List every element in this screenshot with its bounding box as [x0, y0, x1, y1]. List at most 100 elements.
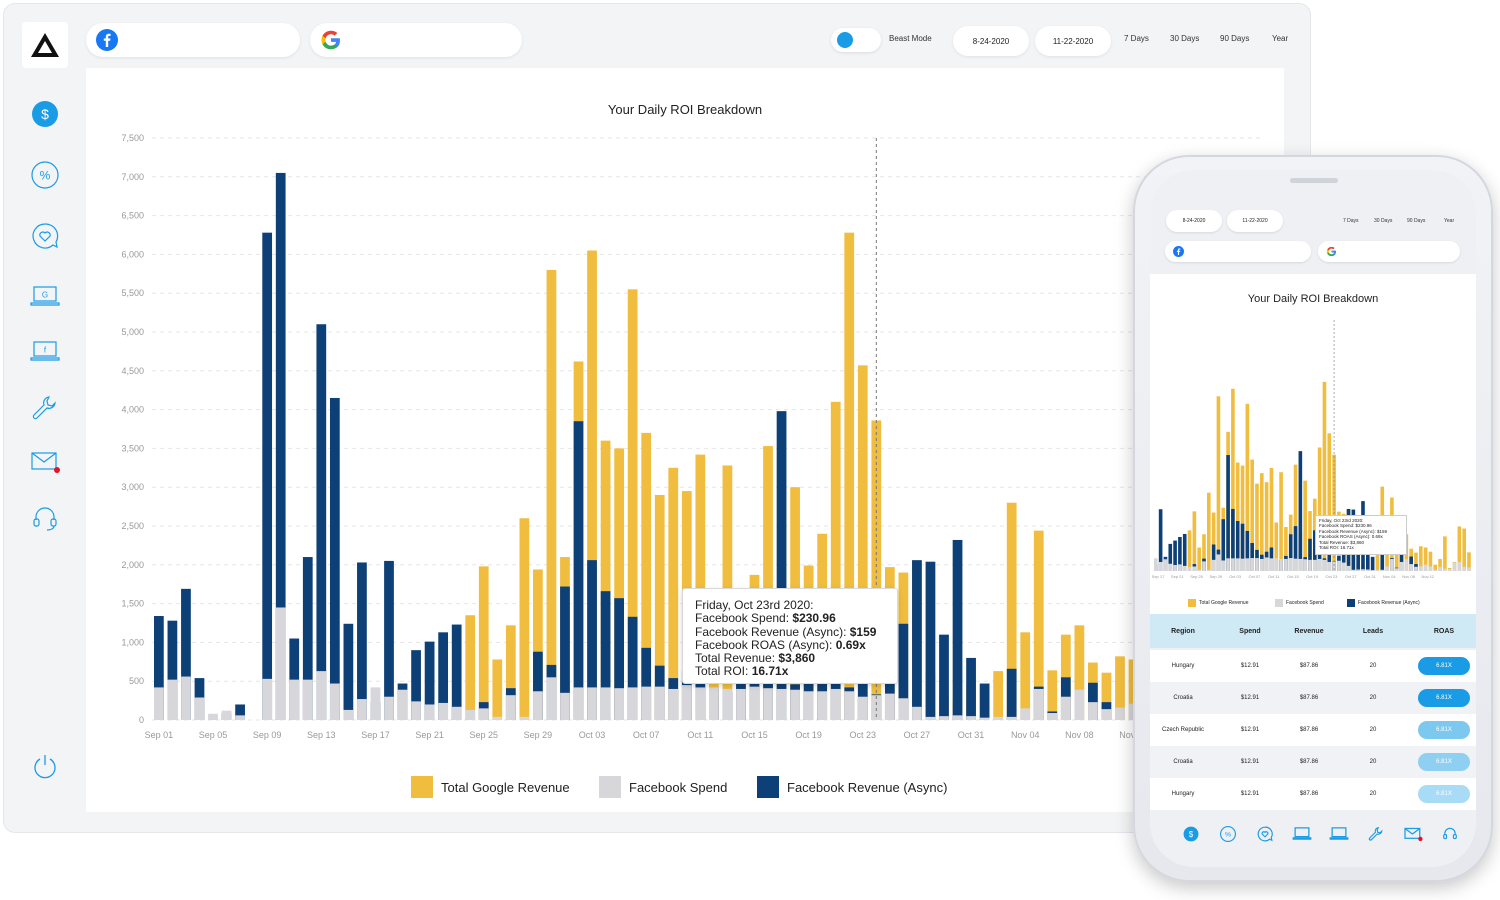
roas-cell: 6.81X: [1412, 721, 1476, 739]
facebook-spend-bar: [194, 697, 205, 720]
google-revenue-bar: [519, 518, 530, 720]
google-revenue-bar: [763, 446, 773, 720]
mobile-start-date[interactable]: 8-24-2020: [1166, 210, 1222, 232]
col-roas[interactable]: ROAS: [1433, 627, 1455, 635]
range-7-days[interactable]: 7 Days: [1124, 34, 1149, 43]
mobile-range-7[interactable]: 7 Days: [1343, 218, 1359, 224]
sidebar-item-messages[interactable]: [22, 442, 68, 482]
m-nav-engagement[interactable]: [1246, 826, 1283, 842]
end-date-picker[interactable]: 11-22-2020: [1035, 26, 1111, 56]
m-x-tick-label: Oct 15: [1287, 574, 1300, 579]
range-90-days[interactable]: 90 Days: [1220, 34, 1250, 43]
m-facebook-spend-bar: [1438, 567, 1442, 571]
sidebar-item-tools[interactable]: [22, 388, 68, 428]
sidebar-item-facebook[interactable]: f: [22, 331, 68, 371]
facebook-spend-bar: [208, 713, 218, 720]
roas-badge[interactable]: 6.81X: [1418, 785, 1470, 803]
roas-badge[interactable]: 6.81X: [1418, 689, 1470, 707]
google-revenue-bar: [587, 250, 597, 720]
logo-triangle-icon: [31, 33, 59, 57]
m-facebook-revenue-bar: [1409, 556, 1413, 571]
m-facebook-spend-bar: [1216, 554, 1221, 571]
roas-badge[interactable]: 6.81X: [1418, 721, 1470, 739]
m-nav-messages[interactable]: [1394, 826, 1431, 842]
sidebar-item-revenue[interactable]: $: [22, 94, 68, 134]
start-date-picker[interactable]: 8-24-2020: [953, 26, 1029, 56]
m-nav-facebook[interactable]: [1320, 826, 1357, 842]
facebook-spend-bar: [262, 678, 273, 720]
col-region[interactable]: Region: [1171, 627, 1195, 635]
notification-dot: [54, 467, 60, 473]
roas-badge[interactable]: 6.81X: [1418, 657, 1470, 675]
x-tick-label: Oct 03: [579, 730, 606, 740]
mobile-range-year[interactable]: Year: [1444, 218, 1455, 224]
y-tick-label: 0: [139, 715, 144, 725]
m-nav-google[interactable]: [1283, 826, 1320, 842]
m-legend-spend[interactable]: Facebook Spend: [1275, 599, 1324, 607]
revenue-cell: $87.86: [1299, 791, 1319, 797]
m-nav-percent[interactable]: %: [1209, 826, 1246, 842]
m-facebook-spend-bar: [1221, 560, 1226, 571]
tooltip-roi: Total ROI: 16.71x: [695, 664, 789, 679]
heart-chat-icon: [1257, 826, 1273, 842]
facebook-revenue-bar: [167, 620, 178, 720]
legend-facebook-spend[interactable]: Facebook Spend: [599, 776, 727, 798]
mobile-range-90[interactable]: 90 Days: [1407, 218, 1426, 224]
mobile-facebook-select[interactable]: [1165, 241, 1311, 262]
facebook-spend-bar: [627, 687, 638, 720]
sidebar-item-google[interactable]: G: [22, 276, 68, 316]
facebook-revenue-bar: [1006, 668, 1017, 720]
facebook-revenue-bar: [614, 598, 624, 720]
m-nav-support[interactable]: [1431, 826, 1468, 842]
legend-facebook-revenue[interactable]: Facebook Revenue (Async): [757, 776, 947, 798]
m-facebook-spend-bar: [1284, 558, 1288, 571]
m-nav-revenue[interactable]: $: [1172, 826, 1209, 842]
col-leads[interactable]: Leads: [1362, 627, 1384, 635]
table-row[interactable]: Croatia $12.91 $87.86 20 6.81X: [1150, 682, 1476, 714]
m-facebook-spend-bar: [1154, 558, 1158, 571]
range-year[interactable]: Year: [1272, 34, 1289, 43]
m-legend-revenue[interactable]: Facebook Revenue (Async): [1347, 599, 1420, 607]
m-facebook-spend-bar: [1419, 566, 1423, 571]
range-30-days[interactable]: 30 Days: [1170, 34, 1200, 43]
app-logo[interactable]: [22, 22, 68, 68]
y-tick-label: 6,000: [121, 249, 144, 259]
m-legend-label: Total Google Revenue: [1199, 600, 1249, 606]
region-cell: Hungary: [1171, 791, 1195, 797]
table-row[interactable]: Croatia $12.91 $87.86 20 6.81X: [1150, 746, 1476, 778]
m-google-revenue-bar: [1255, 483, 1259, 571]
table-row[interactable]: Hungary $12.91 $87.86 20 6.81X: [1150, 650, 1476, 682]
mobile-end-date[interactable]: 11-22-2020: [1227, 210, 1283, 232]
table-row[interactable]: Czech Republic $12.91 $87.86 20 6.81X: [1150, 714, 1476, 746]
m-x-tick-label: Oct 07: [1248, 574, 1261, 579]
m-legend-google[interactable]: Total Google Revenue: [1188, 599, 1248, 607]
logout-button[interactable]: [22, 746, 68, 786]
m-nav-tools[interactable]: [1357, 826, 1394, 842]
sidebar-item-percent[interactable]: %: [22, 155, 68, 195]
m-facebook-revenue-bar: [1178, 536, 1182, 571]
facebook-revenue-bar: [966, 657, 976, 720]
m-facebook-spend-bar: [1337, 560, 1341, 571]
google-revenue-bar: [627, 289, 638, 720]
y-tick-label: 2,500: [121, 521, 144, 531]
facebook-spend-bar: [939, 716, 949, 720]
google-account-select[interactable]: [310, 23, 522, 57]
m-facebook-spend-bar: [1332, 561, 1336, 571]
legend-google-revenue[interactable]: Total Google Revenue: [411, 776, 570, 798]
col-revenue[interactable]: Revenue: [1294, 627, 1324, 635]
mobile-range-30[interactable]: 30 Days: [1374, 218, 1393, 224]
sidebar-item-engagement[interactable]: [22, 216, 68, 256]
facebook-account-select[interactable]: [86, 23, 300, 57]
m-facebook-revenue-bar: [1211, 544, 1216, 571]
table-row[interactable]: Hungary $12.91 $87.86 20 6.81X: [1150, 778, 1476, 810]
sidebar-item-support[interactable]: [22, 498, 68, 538]
facebook-spend-bar: [614, 688, 624, 720]
facebook-spend-bar: [695, 687, 706, 720]
roas-badge[interactable]: 6.81X: [1418, 753, 1470, 771]
col-spend[interactable]: Spend: [1239, 627, 1261, 635]
mobile-google-select[interactable]: [1318, 241, 1460, 262]
facebook-spend-bar: [167, 679, 178, 720]
m-facebook-spend-bar: [1409, 564, 1413, 571]
leads-cell: 20: [1369, 663, 1377, 669]
beast-mode-toggle[interactable]: [831, 28, 881, 52]
